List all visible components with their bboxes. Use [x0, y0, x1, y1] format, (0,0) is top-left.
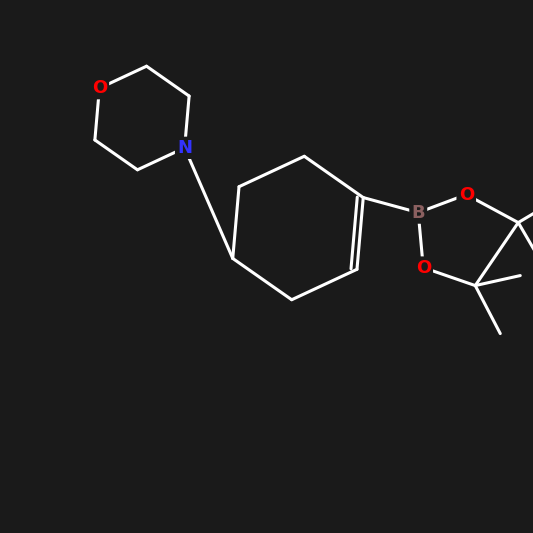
Text: O: O	[458, 185, 474, 204]
Text: B: B	[411, 204, 425, 222]
Text: O: O	[416, 259, 431, 277]
Text: O: O	[92, 79, 107, 97]
Text: N: N	[177, 139, 192, 157]
